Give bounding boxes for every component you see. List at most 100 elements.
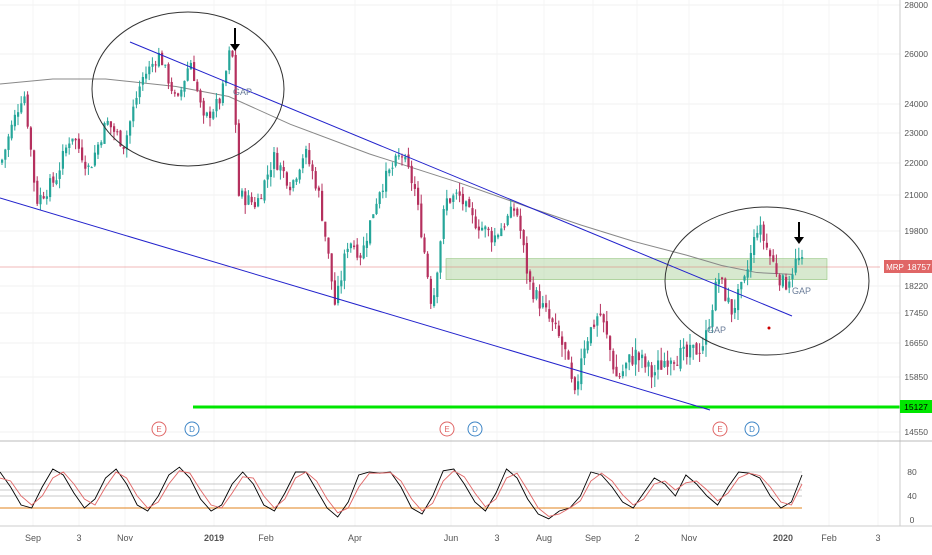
candle-body <box>404 156 407 160</box>
candle-body <box>52 176 55 183</box>
time-axis: Sep 3 Nov 2019 Feb Apr Jun 3 Aug Sep 2 Nov 2020 Feb 3 <box>25 533 881 543</box>
candle-body <box>132 106 135 122</box>
support-level-label: 15127 <box>904 402 928 412</box>
candle-body <box>241 190 244 197</box>
candle-body <box>26 94 29 127</box>
candle-body <box>330 253 333 282</box>
candle-body <box>420 203 423 238</box>
candle-body <box>721 277 724 280</box>
candle-body <box>628 354 631 363</box>
time-tick-label: Nov <box>681 533 698 543</box>
candle-body <box>266 174 269 180</box>
price-tick-label: 26000 <box>904 49 928 59</box>
price-tick-label: 19800 <box>904 226 928 236</box>
candle-body <box>196 81 199 91</box>
candle-body <box>781 275 784 287</box>
candle-body <box>625 363 628 369</box>
candle-body <box>794 258 797 273</box>
oscillator-lines <box>0 466 803 520</box>
candle-body <box>273 152 276 169</box>
upper-channel-line <box>129 41 793 317</box>
candle-body <box>109 121 112 128</box>
candle-body <box>23 96 26 104</box>
candle-body <box>493 235 496 243</box>
moving-average-line <box>0 78 793 275</box>
candle-body <box>180 89 183 97</box>
candle-body <box>269 170 272 177</box>
candle-body <box>356 244 359 258</box>
candle-body <box>503 226 506 228</box>
candle-body <box>429 278 432 304</box>
candle-body <box>554 322 557 325</box>
candle-body <box>90 167 93 169</box>
candle-body <box>177 93 180 96</box>
candle-body <box>788 281 791 288</box>
candle-body <box>20 103 23 113</box>
candle-body <box>65 147 68 154</box>
candle-body <box>737 289 740 311</box>
price-tick-label: 22000 <box>904 158 928 168</box>
candle-body <box>369 220 372 244</box>
candle-body <box>641 354 644 359</box>
candle-body <box>237 123 240 196</box>
candle-body <box>298 169 301 180</box>
price-tick-label: 17450 <box>904 308 928 318</box>
candle-body <box>228 50 231 71</box>
candle-body <box>631 355 634 365</box>
candle-body <box>586 341 589 351</box>
candle-body <box>170 81 173 92</box>
oscillator-axis: 80 40 0 <box>907 467 917 525</box>
candle-body <box>276 152 279 170</box>
candle-body <box>55 180 58 184</box>
candle-body <box>567 351 570 360</box>
candle-body <box>68 143 71 149</box>
candle-body <box>583 348 586 359</box>
candle-body <box>394 155 397 166</box>
candle-body <box>93 152 96 166</box>
candle-body <box>548 309 551 319</box>
candle-body <box>250 196 253 203</box>
candle-body <box>260 198 263 200</box>
svg-text:E: E <box>444 425 449 434</box>
candle-body <box>4 149 7 160</box>
price-tick-label: 16650 <box>904 338 928 348</box>
candle-body <box>458 191 461 196</box>
candle-body <box>762 224 765 241</box>
time-tick-label: 2020 <box>773 533 793 543</box>
candle-body <box>45 196 48 199</box>
candle-body <box>138 86 141 98</box>
candle-body <box>378 192 381 204</box>
candle-body <box>397 155 400 157</box>
candle-body <box>650 365 653 378</box>
candle-body <box>436 272 439 298</box>
marker-dot <box>767 326 771 330</box>
candle-body <box>391 167 394 169</box>
candle-body <box>442 208 445 239</box>
candle-body <box>202 100 205 116</box>
svg-text:D: D <box>189 425 195 434</box>
candle-body <box>74 138 77 141</box>
oscillator-grid <box>0 471 802 509</box>
svg-text:D: D <box>472 425 478 434</box>
candle-body <box>349 243 352 249</box>
candle-body <box>103 122 106 144</box>
candle-body <box>695 343 698 355</box>
candle-body <box>653 372 656 376</box>
candle-body <box>487 228 490 231</box>
candle-body <box>730 299 733 315</box>
candle-body <box>292 180 295 189</box>
candle-body <box>29 127 32 150</box>
candle-body <box>532 282 535 300</box>
candle-body <box>81 147 84 161</box>
arrow-down-icon <box>230 28 240 51</box>
price-tick-label: 23000 <box>904 128 928 138</box>
symbol-badge[interactable]: MRP <box>884 260 906 273</box>
candle-body <box>545 303 548 308</box>
candle-body <box>407 154 410 167</box>
candle-body <box>513 208 516 211</box>
candle-body <box>698 352 701 354</box>
oscillator-main-line <box>0 466 803 520</box>
candle-body <box>570 362 573 379</box>
candle-body <box>685 344 688 357</box>
candle-body <box>759 224 762 235</box>
